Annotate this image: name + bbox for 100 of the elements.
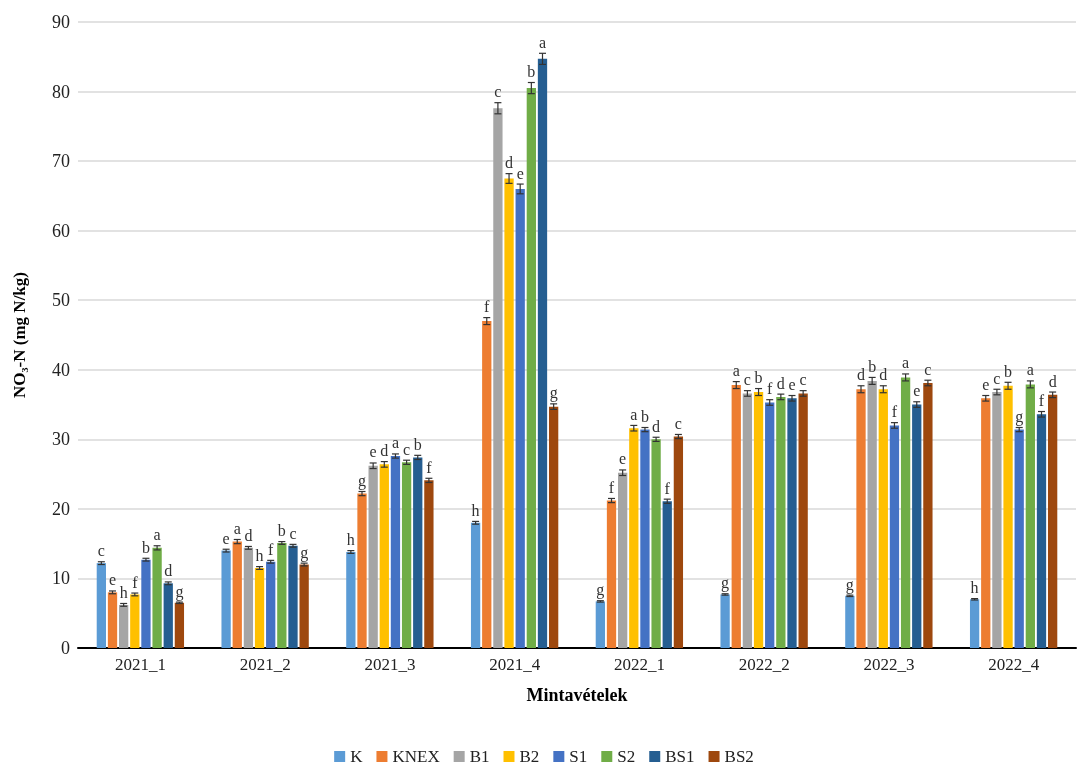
bar [413,457,423,648]
x-tick-label: 2021_2 [239,655,291,674]
data-label: b [527,63,536,81]
bar [299,564,309,648]
bar [606,500,617,648]
data-label: h [471,501,480,519]
bar [526,88,536,648]
x-tick-label: 2021_4 [489,655,541,674]
data-label: e [788,376,796,394]
data-label: h [119,583,128,601]
bar [662,501,672,648]
x-tick-label: 2022_2 [738,655,790,674]
data-label: d [776,374,785,392]
bar [731,385,741,648]
y-tick-label: 90 [52,12,70,32]
x-tick-label: 2022_3 [863,655,915,674]
data-label: g [300,543,309,562]
data-label: a [902,354,910,372]
data-label: d [1048,372,1057,390]
data-label: f [891,403,898,421]
y-tick-label: 50 [52,290,70,311]
data-label: f [484,298,491,316]
bar [174,602,185,648]
data-label: c [289,524,297,542]
x-tick-label: 2022_1 [613,655,665,674]
data-label: c [743,371,751,389]
bar [130,594,140,648]
bar [424,480,434,648]
bar [912,404,922,648]
x-tick-label: 2021_1 [114,655,166,674]
data-label: b [277,522,286,540]
data-label: e [108,571,117,589]
legend-label: B1 [469,747,490,766]
bar [549,406,559,648]
data-label: d [380,442,389,460]
bar [346,552,356,648]
data-label: d [244,526,253,544]
data-label: a [732,362,740,380]
bar [856,389,866,648]
bar [1003,385,1013,648]
data-label: e [222,529,230,547]
data-label: a [630,405,638,423]
bar [1025,384,1035,648]
data-label: g [721,574,730,593]
data-label: e [982,376,990,394]
bar [981,398,991,648]
data-label: d [505,154,514,172]
bar [119,604,129,648]
bar [742,393,753,648]
data-label: e [913,382,921,400]
bar [390,456,401,648]
bar [482,321,492,648]
bar [493,108,503,648]
data-label: g [175,582,184,601]
data-label: g [596,581,605,600]
bar [254,568,265,648]
data-label: c [97,542,105,560]
x-axis-title: Mintavételek [526,685,628,705]
bar [595,601,605,648]
data-label: a [538,33,547,51]
y-tick-label: 30 [52,429,70,450]
bar [753,392,764,648]
bar [787,398,797,648]
bar [107,592,118,648]
bar [470,522,481,648]
bar [277,542,287,648]
bar [1036,414,1047,648]
legend-label: B2 [519,747,540,766]
legend-label: K [350,747,364,766]
data-label: e [619,450,627,468]
bar [845,595,855,648]
bar [923,382,933,648]
data-label: g [549,384,558,403]
bar [798,393,808,648]
data-label: a [153,526,161,544]
data-label: a [233,519,241,537]
data-label: e [516,164,524,182]
bar [1014,429,1024,648]
legend-label: S2 [617,747,636,766]
y-tick-label: 20 [52,498,70,519]
data-label: b [141,538,150,556]
data-label: f [664,479,671,497]
y-tick-label: 60 [52,220,70,241]
data-label: f [608,478,615,496]
bar [969,599,980,648]
data-label: a [1026,361,1034,379]
bar [96,563,106,648]
bar [288,545,298,648]
y-tick-label: 70 [52,151,70,172]
bar [878,389,888,648]
bar [357,493,367,648]
data-label: e [369,443,377,461]
bar [867,380,877,648]
bar [515,188,525,648]
data-label: g [845,575,854,594]
data-label: a [391,434,399,452]
data-label: d [164,562,173,580]
data-label: c [799,371,807,389]
bar [618,472,628,648]
data-label: h [346,531,355,549]
